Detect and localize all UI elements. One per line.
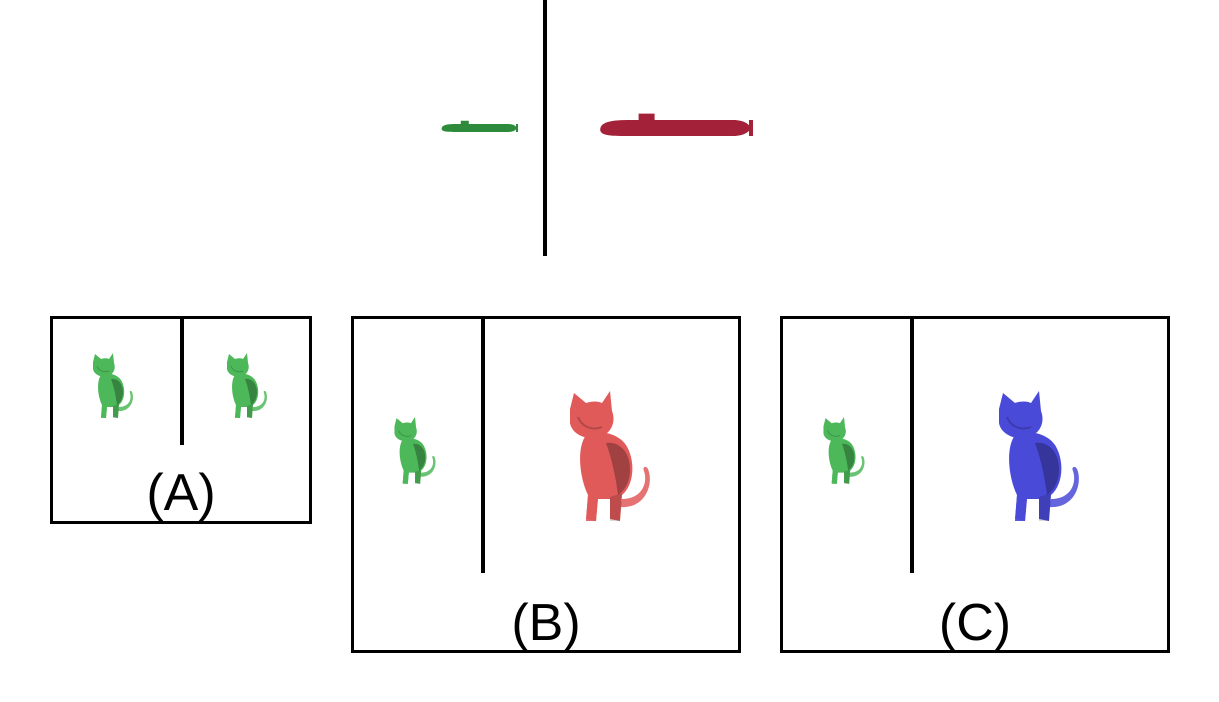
green-cat-icon [219,351,273,421]
option-c-divider [910,319,914,573]
red-cat-icon [554,387,662,527]
green-cat-icon [386,415,442,487]
green-submarine-icon [440,120,520,136]
example-divider [543,0,547,256]
option-a-label: (A) [146,464,216,522]
option-c-label: (C) [938,594,1012,652]
option-a-panel[interactable]: (A) [50,316,312,524]
option-b-label: (B) [511,594,581,652]
green-cat-icon [815,415,871,487]
option-a-divider [180,319,184,445]
red-submarine-icon [597,112,757,144]
blue-cat-icon [983,387,1091,527]
green-cat-icon [85,351,139,421]
option-b-divider [481,319,485,573]
option-c-panel[interactable]: (C) [780,316,1170,653]
option-b-panel[interactable]: (B) [351,316,741,653]
